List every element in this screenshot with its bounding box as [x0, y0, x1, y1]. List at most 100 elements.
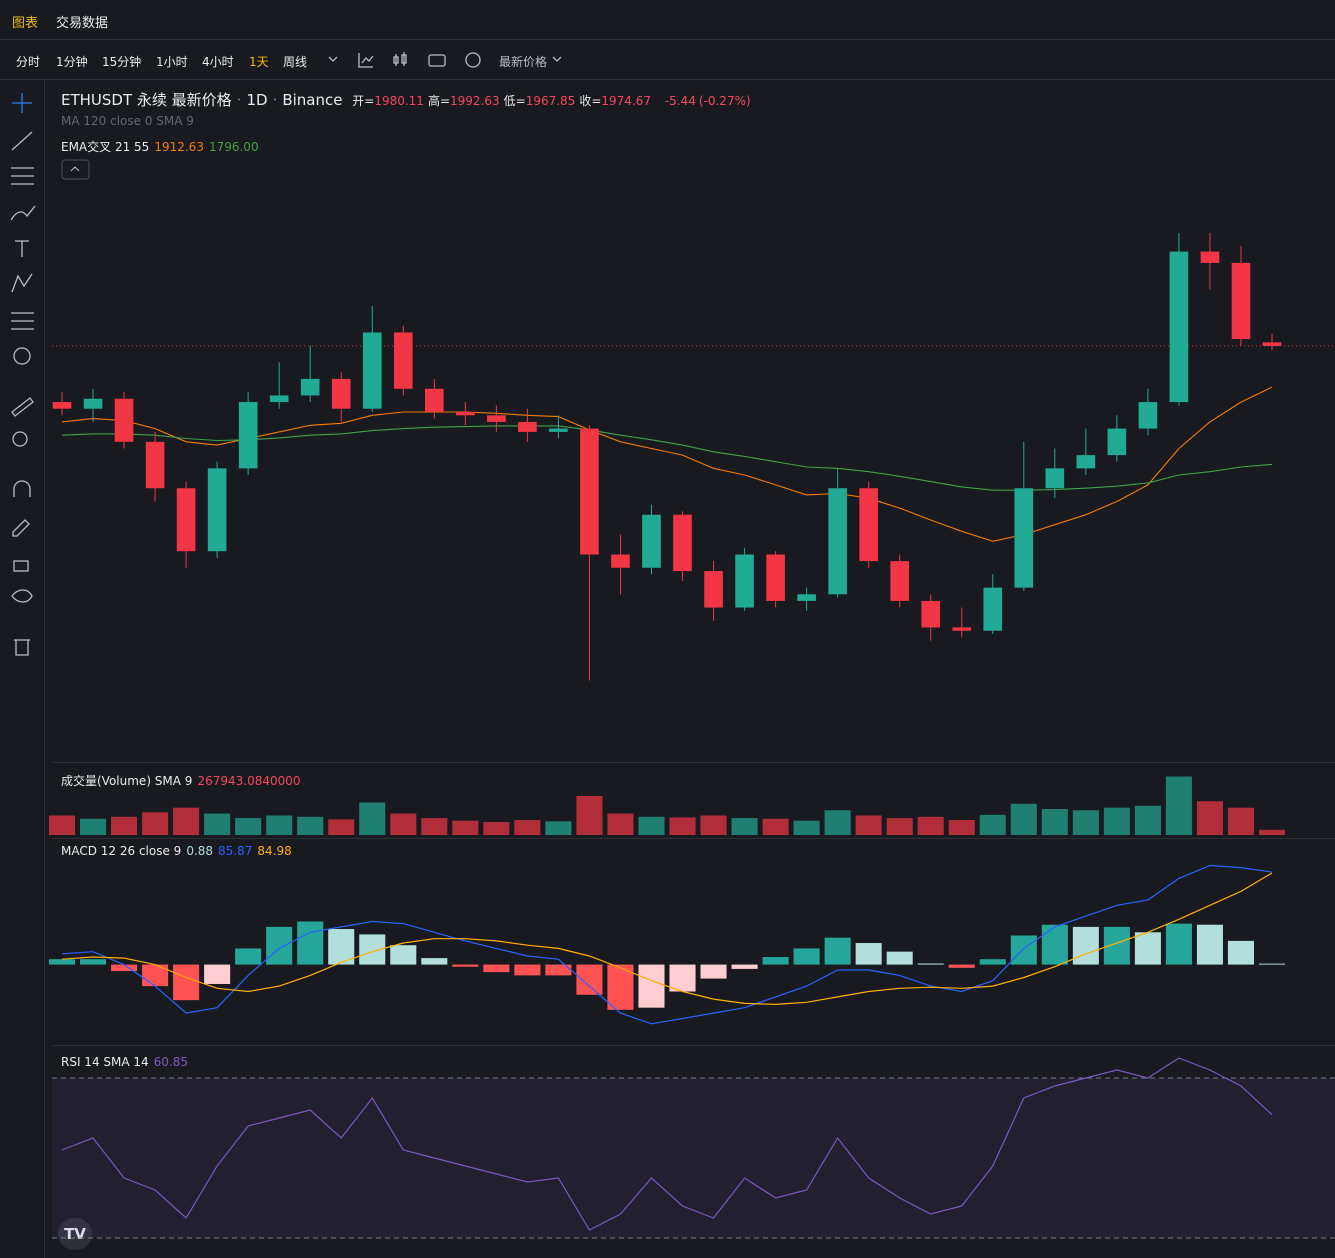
volume-bar — [328, 819, 355, 835]
indicator-button[interactable] — [358, 53, 374, 68]
candle-body — [1231, 262, 1251, 340]
fib-tool[interactable] — [11, 167, 34, 185]
add-button[interactable] — [465, 52, 481, 68]
macd-histogram-bar — [48, 959, 76, 965]
macd-hist-value: 0.88 — [186, 844, 214, 858]
ma-label: MA 120 close 0 SMA 9 — [61, 114, 194, 128]
candle-body — [207, 468, 227, 552]
ema-legend: EMA交叉 21 55 1912.63 1796.00 — [61, 138, 264, 155]
toolbar-icons[interactable] — [328, 52, 562, 68]
volume-bar — [607, 813, 634, 835]
candle-body — [1076, 455, 1096, 469]
lock-drawing-tool[interactable] — [12, 519, 30, 537]
macd-histogram-bar — [297, 921, 324, 965]
text-tool[interactable] — [15, 240, 29, 257]
interval-button[interactable]: 分时 — [16, 55, 41, 69]
dropdown[interactable] — [552, 56, 562, 62]
interval-button[interactable]: 1天 — [249, 55, 269, 69]
volume-bar — [1103, 807, 1130, 835]
macd-histogram-bar — [1134, 932, 1161, 965]
candle-body — [580, 428, 599, 555]
candle-body — [890, 561, 909, 601]
interval-button[interactable]: 1小时 — [156, 55, 188, 69]
candle-body — [145, 441, 165, 489]
macd-histogram-bar — [235, 948, 262, 965]
ema-line — [61, 386, 1273, 542]
ema-line — [61, 425, 1273, 491]
macd-histogram-bar — [1165, 923, 1192, 965]
line-tool[interactable] — [11, 131, 33, 151]
candle-body — [1169, 251, 1189, 403]
tab[interactable]: 交易数据 — [56, 16, 109, 31]
screenshot-button[interactable] — [428, 54, 446, 67]
volume-bar — [79, 818, 107, 835]
crosshair-tool[interactable] — [12, 93, 32, 113]
emoji-tool[interactable] — [13, 347, 31, 365]
ohlc-label: 低= — [503, 94, 526, 108]
macd-value: 85.87 — [218, 844, 253, 858]
macd-histogram-bar — [700, 964, 727, 979]
macd-histogram-bar — [1196, 924, 1223, 965]
interval-button[interactable]: 4小时 — [202, 55, 234, 69]
zoom-tool[interactable] — [12, 431, 28, 447]
ohlc-value: 1974.67 — [601, 94, 651, 108]
delete-tool[interactable] — [14, 639, 30, 656]
volume-bar — [979, 814, 1006, 835]
dropdown[interactable] — [328, 56, 338, 62]
macd-histogram-bar — [173, 964, 200, 1001]
macd-histogram-bar — [204, 964, 231, 984]
macd-histogram-bar — [483, 964, 510, 973]
candle-body — [1107, 428, 1127, 456]
collapse-button[interactable] — [61, 159, 90, 180]
volume-bar — [793, 820, 820, 835]
macd-histogram-bar — [638, 964, 665, 1008]
interval-button[interactable]: 15分钟 — [102, 55, 142, 69]
macd-histogram-bar — [452, 964, 479, 967]
volume-bar — [235, 818, 262, 835]
macd-histogram-bar — [1010, 935, 1037, 965]
volume-bar — [359, 802, 386, 835]
macd-histogram-bar — [886, 951, 913, 965]
candle-body — [611, 554, 630, 568]
volume-label: 成交量(Volume) SMA 9 — [61, 774, 193, 788]
magnet-tool[interactable] — [13, 480, 31, 497]
symbol-legend: ETHUSDT 永续 最新价格 · 1D · Binance 开=1980.11 高=19… — [61, 91, 751, 109]
macd-legend: MACD 12 26 close 9 0.88 85.87 84.98 — [61, 844, 297, 858]
candle-body — [1138, 402, 1158, 429]
symbol: ETHUSDT 永续 最新价格 — [61, 91, 232, 109]
hide-tool[interactable] — [11, 589, 33, 603]
candle-body — [859, 488, 878, 562]
interval-button[interactable]: 1分钟 — [56, 55, 88, 69]
volume-bar — [1227, 807, 1255, 835]
volume-bar — [1258, 829, 1286, 835]
tab[interactable]: 图表 — [12, 16, 39, 31]
volume-bar — [173, 807, 200, 835]
candle-body — [238, 402, 258, 469]
drawing-tools[interactable] — [10, 93, 36, 656]
price-source[interactable]: 最新价格 — [499, 55, 548, 69]
macd-histogram-bar — [1227, 940, 1255, 965]
volume-bar — [1010, 803, 1037, 835]
chart-type-button[interactable] — [393, 52, 407, 66]
candle-body — [797, 594, 816, 601]
candle-body — [300, 378, 320, 396]
volume-bar — [297, 816, 324, 835]
forecast-tool[interactable] — [11, 312, 34, 330]
candle-body — [456, 412, 475, 416]
macd-histogram-bar — [79, 959, 107, 965]
lock-tool[interactable] — [13, 560, 29, 572]
volume-bar — [452, 820, 479, 835]
pattern-tool[interactable] — [11, 273, 33, 293]
brush-tool[interactable] — [10, 205, 36, 221]
candle-body — [735, 554, 754, 608]
ruler-tool[interactable] — [11, 397, 34, 417]
ema-value: 1796.00 — [208, 140, 259, 154]
interval-button[interactable]: 周线 — [283, 55, 308, 69]
macd-histogram-bar — [142, 964, 169, 987]
volume-bar — [483, 822, 510, 835]
change-pct: (-0.27%) — [698, 94, 751, 108]
ma-legend: MA 120 close 0 SMA 9 — [61, 114, 199, 128]
macd-histogram-bar — [824, 937, 851, 965]
volume-bar — [390, 813, 417, 835]
